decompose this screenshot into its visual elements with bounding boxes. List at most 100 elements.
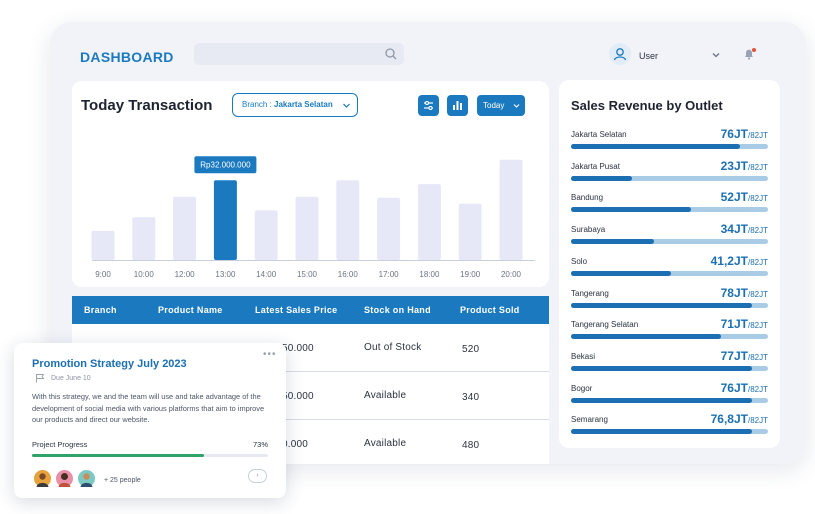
outlet-row[interactable]: Semarang 76,8JT/82JT: [571, 412, 768, 442]
avatar[interactable]: [54, 468, 75, 489]
bar-12:00[interactable]: [173, 196, 197, 260]
column-header[interactable]: Stock on Hand: [364, 305, 431, 315]
outlet-name: Tangerang Selatan: [571, 320, 639, 330]
outlet-name: Bekasi: [571, 351, 596, 361]
outlet-name: Tangerang: [571, 288, 609, 298]
sold-cell: 340: [462, 392, 480, 403]
transaction-title: Today Transaction: [81, 97, 213, 114]
outlet-row[interactable]: Bogor 76JT/82JT: [571, 381, 768, 411]
outlet-row[interactable]: Bandung 52JT/82JT: [571, 190, 768, 220]
outlet-row[interactable]: Bekasi 77JT/82JT: [571, 349, 768, 379]
chevron-down-icon[interactable]: [710, 49, 722, 61]
x-tick-label: 15:00: [297, 270, 318, 279]
search-icon[interactable]: [384, 47, 398, 61]
bell-icon[interactable]: [742, 47, 756, 61]
outlet-target: /82JT: [747, 352, 768, 362]
avatar[interactable]: [76, 468, 97, 489]
x-tick-label: 13:00: [215, 270, 236, 279]
bar-18:00[interactable]: [417, 184, 441, 260]
bar-19:00[interactable]: [458, 203, 482, 260]
notification-dot: [752, 48, 756, 52]
table-row[interactable]: 0.000 Available 480: [72, 420, 549, 464]
outlet-row[interactable]: Solo 41,2JT/82JT: [571, 254, 768, 284]
outlet-target: /82JT: [747, 162, 768, 172]
flag-icon: [36, 374, 45, 383]
outlet-progress-fill: [571, 175, 633, 181]
column-header[interactable]: Branch: [84, 305, 117, 315]
revenue-title: Sales Revenue by Outlet: [571, 98, 723, 113]
outlet-row[interactable]: Surabaya 34JT/82JT: [571, 222, 768, 252]
column-header[interactable]: Latest Sales Price: [255, 305, 338, 315]
branch-select[interactable]: Branch : Jakarta Selatan: [232, 93, 358, 117]
outlet-progress-bar: [571, 144, 768, 149]
search-input[interactable]: [194, 43, 404, 65]
progress-label: Project Progress: [32, 440, 88, 449]
x-tick-label: 20:00: [501, 270, 522, 279]
branch-select-value: Jakarta Selatan: [274, 100, 333, 109]
outlet-progress-fill: [571, 270, 672, 276]
table-row[interactable]: 50.000 Available 340: [72, 372, 549, 420]
bar-15:00[interactable]: [295, 196, 319, 260]
outlet-target: /82JT: [747, 384, 768, 394]
chart-view-button[interactable]: [447, 95, 468, 116]
outlet-name: Jakarta Selatan: [571, 130, 627, 139]
more-options-icon[interactable]: •••: [263, 349, 277, 360]
bar-16:00[interactable]: [336, 180, 360, 260]
period-select-label: Today: [483, 101, 505, 110]
bar-17:00[interactable]: [377, 197, 401, 260]
table-row[interactable]: 50.000 Out of Stock 520: [72, 324, 549, 372]
promotion-title: Promotion Strategy July 2023: [32, 358, 187, 370]
outlet-name: Bogor: [571, 383, 593, 393]
outlet-target: /82JT: [747, 226, 768, 236]
bar-tooltip: Rp32.000.000: [194, 156, 257, 174]
top-bar: DASHBOARD User: [78, 40, 778, 70]
user-name[interactable]: User: [639, 51, 659, 61]
column-header[interactable]: Product Name: [158, 305, 223, 315]
x-tick-label: 12:00: [175, 270, 196, 279]
stock-cell: Out of Stock: [364, 342, 422, 353]
outlet-value: 76JT/82JT: [721, 127, 768, 141]
sliders-icon: [424, 100, 433, 111]
outlet-progress-fill: [571, 429, 753, 435]
x-tick-label: 14:00: [256, 270, 277, 279]
brand-title: DASHBOARD: [80, 49, 174, 65]
transaction-bar-chart: 9:00 10:00 12:00 13:00 14:00 15:00 16:00 17:00 1…: [91, 156, 535, 279]
outlet-row[interactable]: Jakarta Selatan 76JT/82JT: [571, 127, 768, 157]
outlet-revenue: 76JT: [720, 380, 748, 395]
outlet-progress-bar: [571, 365, 768, 371]
outlet-row[interactable]: Jakarta Pusat 23JT/82JT: [571, 159, 768, 189]
tooltip-value: Rp32.000.000: [200, 161, 251, 170]
due-date: Due June 10: [51, 375, 91, 382]
bar-20:00[interactable]: [499, 159, 523, 260]
outlet-revenue: 78JT: [720, 285, 748, 300]
outlet-revenue: 76,8JT: [710, 412, 748, 427]
x-tick-label: 10:00: [134, 270, 155, 279]
user-icon: [613, 48, 627, 61]
bar-9:00[interactable]: [91, 230, 115, 260]
outlet-row[interactable]: Tangerang Selatan 71JT/82JT: [571, 317, 768, 347]
expand-button[interactable]: ›: [248, 469, 267, 483]
chevron-down-icon: [343, 103, 350, 108]
outlet-target: /82JT: [747, 131, 768, 140]
user-avatar[interactable]: [609, 43, 631, 65]
price-cell: 50.000: [282, 343, 314, 354]
stock-cell: Available: [364, 390, 407, 401]
promotion-card: Promotion Strategy July 2023 ••• Due Jun…: [14, 343, 286, 498]
stock-cell: Available: [364, 438, 407, 449]
bar-10:00[interactable]: [132, 217, 156, 260]
bar-13:00[interactable]: [213, 180, 237, 260]
bar-14:00[interactable]: [254, 210, 278, 260]
outlet-name: Solo: [571, 256, 588, 266]
outlet-row[interactable]: Tangerang 78JT/82JT: [571, 286, 768, 316]
outlet-value: 41,2JT/82JT: [711, 254, 768, 268]
outlet-target: /82JT: [747, 416, 768, 426]
avatar[interactable]: [32, 468, 53, 489]
progress-percent: 73%: [253, 440, 269, 449]
outlet-progress-bar: [571, 270, 768, 276]
branch-select-prefix: Branch :: [242, 100, 275, 109]
filter-button[interactable]: [418, 95, 439, 116]
outlet-revenue: 71JT: [720, 317, 748, 332]
period-select[interactable]: Today: [477, 95, 525, 116]
column-header[interactable]: Product Sold: [460, 305, 520, 315]
x-tick-label: 17:00: [379, 270, 400, 279]
